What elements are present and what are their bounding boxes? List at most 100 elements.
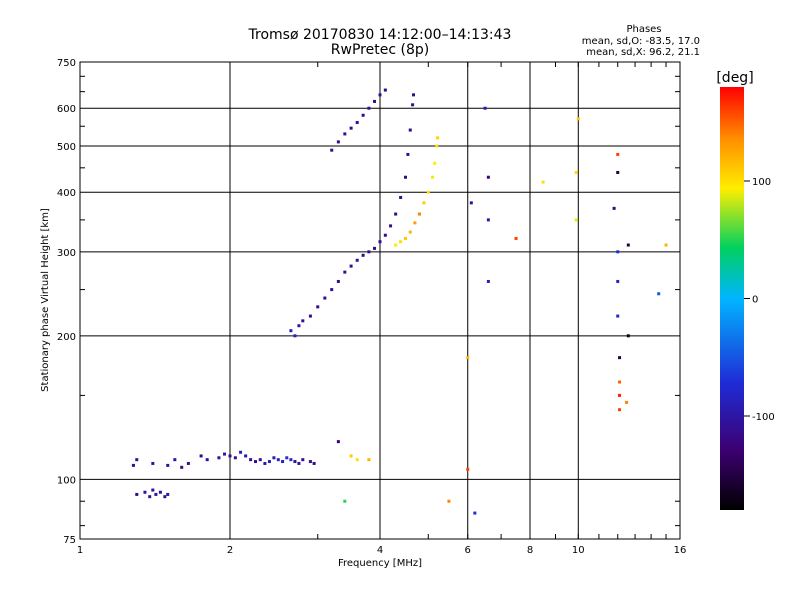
data-point <box>625 400 629 404</box>
data-point <box>258 458 262 462</box>
data-point <box>616 170 620 174</box>
data-point <box>378 240 382 244</box>
data-points <box>131 88 668 515</box>
x-axis-label: Frequency [MHz] <box>338 558 422 569</box>
y-tick-label: 400 <box>57 188 76 199</box>
data-point <box>411 103 415 107</box>
data-point <box>289 329 293 333</box>
data-point <box>483 106 487 110</box>
data-point <box>616 250 620 254</box>
data-point <box>378 93 382 97</box>
data-point <box>301 458 305 462</box>
data-point <box>361 113 365 117</box>
data-point <box>180 465 184 469</box>
data-point <box>312 461 316 465</box>
data-point <box>417 212 421 216</box>
data-point <box>253 460 257 464</box>
data-point <box>349 454 353 458</box>
data-point <box>281 460 285 464</box>
x-tick-label: 6 <box>465 545 471 556</box>
x-tick-label: 2 <box>227 545 233 556</box>
data-point <box>330 288 334 292</box>
data-point <box>616 152 620 156</box>
data-point <box>316 305 320 309</box>
data-point <box>355 121 359 125</box>
data-point <box>436 136 440 140</box>
data-point <box>486 279 490 283</box>
data-point <box>433 161 437 165</box>
data-point <box>205 458 209 462</box>
data-point <box>148 495 152 499</box>
data-point <box>349 126 353 130</box>
data-point <box>389 224 393 228</box>
data-point <box>135 458 139 462</box>
colorbar-tick-label: -100 <box>752 412 775 423</box>
data-point <box>267 460 271 464</box>
data-point <box>263 461 267 465</box>
data-point <box>383 233 387 237</box>
data-point <box>308 460 312 464</box>
data-point <box>343 270 347 274</box>
x-axis: 1 2 4 6 8 10 16 <box>77 62 687 556</box>
data-point <box>408 128 412 132</box>
data-point <box>289 458 293 462</box>
data-point <box>403 175 407 179</box>
data-point <box>367 106 371 110</box>
data-point <box>618 356 622 360</box>
data-point <box>657 292 661 296</box>
data-point <box>367 250 371 254</box>
data-point <box>173 458 177 462</box>
data-point <box>297 324 301 328</box>
data-point <box>233 456 237 460</box>
chart-title: Tromsø 20170830 14:12:00–14:13:43 <box>248 27 512 43</box>
data-point <box>293 460 297 464</box>
data-point <box>399 195 403 199</box>
y-tick-label: 500 <box>57 142 76 153</box>
x-tick-label: 10 <box>572 545 585 556</box>
data-point <box>166 492 170 496</box>
data-point <box>618 393 622 397</box>
data-point <box>394 212 398 216</box>
data-point <box>151 488 155 492</box>
x-tick-label: 4 <box>377 545 383 556</box>
data-point <box>166 463 170 467</box>
data-point <box>412 93 416 97</box>
data-point <box>473 511 477 515</box>
plot-grid <box>80 62 680 539</box>
phases-heading: Phases <box>626 24 661 35</box>
colorbar-label: [deg] <box>716 70 753 86</box>
data-point <box>272 456 276 460</box>
data-point <box>383 88 387 92</box>
y-axis-label: Stationary phase Virtual Height [km] <box>40 208 51 392</box>
data-point <box>343 132 347 136</box>
data-point <box>413 221 417 225</box>
data-point <box>239 450 243 454</box>
data-point <box>399 240 403 244</box>
data-point <box>466 356 470 360</box>
data-point <box>373 99 377 103</box>
data-point <box>447 499 451 503</box>
data-point <box>541 180 545 184</box>
data-point <box>349 264 353 268</box>
data-point <box>285 456 289 460</box>
y-tick-label: 300 <box>57 248 76 259</box>
data-point <box>469 201 473 205</box>
data-point <box>336 140 340 144</box>
data-point <box>154 492 158 496</box>
data-point <box>422 201 426 205</box>
data-point <box>361 253 365 257</box>
data-point <box>244 454 248 458</box>
data-point <box>435 144 439 148</box>
data-point <box>158 490 162 494</box>
chart-subtitle: RwPretec (8p) <box>331 42 429 58</box>
phases-x-stats: mean, sd,X: 96.2, 21.1 <box>586 47 700 58</box>
data-point <box>406 152 410 156</box>
data-point <box>217 456 221 460</box>
y-tick-label: 600 <box>57 104 76 115</box>
data-point <box>373 246 377 250</box>
x-tick-label: 16 <box>674 545 687 556</box>
data-point <box>186 461 190 465</box>
data-point <box>664 243 668 247</box>
x-tick-label: 8 <box>527 545 533 556</box>
